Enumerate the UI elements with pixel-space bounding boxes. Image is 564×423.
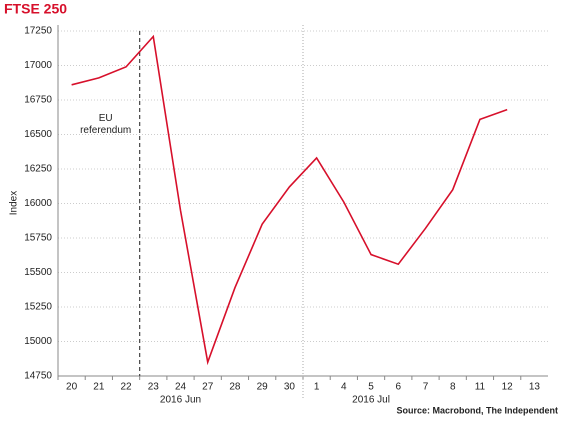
y-tick-label: 15750 — [24, 233, 52, 244]
y-axis-label: Index — [9, 191, 20, 215]
x-tick-label: 5 — [368, 382, 374, 393]
y-tick-label: 14750 — [24, 371, 52, 382]
x-tick-label: 20 — [66, 382, 78, 393]
y-tick-label: 15500 — [24, 267, 52, 278]
x-tick-label: 28 — [229, 382, 241, 393]
y-tick-label: 17250 — [24, 26, 52, 37]
y-tick-label: 17000 — [24, 60, 52, 71]
x-tick-label: 11 — [475, 382, 486, 393]
y-tick-label: 16750 — [24, 95, 52, 106]
x-tick-label: 4 — [341, 382, 347, 393]
y-tick-label: 16250 — [24, 164, 52, 175]
x-tick-label: 23 — [148, 382, 160, 393]
chart-title: FTSE 250 — [4, 1, 67, 17]
y-tick-label: 16500 — [24, 129, 52, 140]
y-tick-label: 16000 — [24, 198, 52, 209]
x-tick-label: 13 — [529, 382, 541, 393]
x-tick-label: 29 — [257, 382, 269, 393]
x-group-label: 2016 Jun — [160, 395, 201, 406]
source: Source: Macrobond, The Independent — [396, 405, 558, 415]
x-tick-label: 12 — [502, 382, 514, 393]
x-tick-label: 8 — [450, 382, 456, 393]
y-tick-label: 15000 — [24, 336, 52, 347]
x-tick-label: 6 — [395, 382, 401, 393]
x-tick-label: 30 — [284, 382, 296, 393]
line-series — [71, 34, 508, 366]
x-tick-label: 24 — [175, 382, 187, 393]
x-tick-label: 21 — [93, 382, 105, 393]
y-tick-label: 15250 — [24, 302, 52, 313]
x-tick-label: 27 — [202, 382, 214, 393]
event-label: EU referendum — [80, 113, 131, 136]
x-tick-label: 7 — [423, 382, 429, 393]
x-tick-label: 22 — [120, 382, 132, 393]
x-group-label: 2016 Jul — [352, 395, 390, 406]
x-tick-label: 1 — [314, 382, 320, 393]
